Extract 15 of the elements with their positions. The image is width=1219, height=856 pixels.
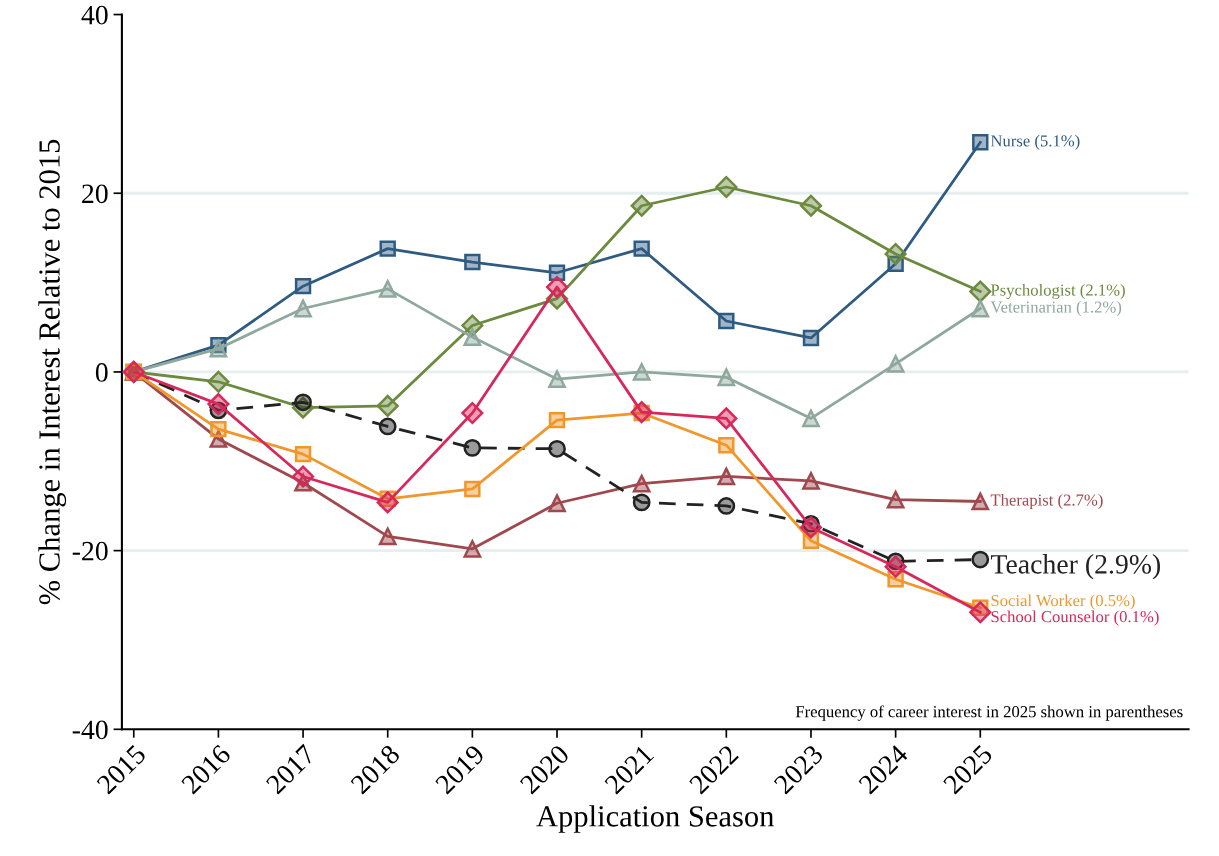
y-tick-label: -40 [72, 720, 108, 740]
series-label: Veterinarian (1.2%) [990, 300, 1122, 317]
series-label: Psychologist (2.1%) [990, 283, 1125, 300]
y-tick-label: 0 [95, 363, 108, 382]
series-label: Therapist (2.7%) [990, 493, 1103, 510]
y-tick-label: -20 [72, 541, 108, 561]
series-label: Nurse (5.1%) [990, 134, 1080, 150]
y-axis-title: % Change in Interest Relative to 2015 [38, 139, 67, 605]
series-label: Social Worker (0.5%) [991, 594, 1135, 610]
series-label: Teacher (2.9%) [990, 554, 1160, 580]
x-axis-title: Application Season [536, 805, 774, 833]
series-label: School Counselor (0.1%) [991, 610, 1159, 626]
y-tick-label: 40 [81, 5, 108, 25]
annotation: Frequency of career interest in 2025 shown in parentheses [795, 705, 1183, 721]
y-tick-label: 20 [82, 184, 108, 204]
